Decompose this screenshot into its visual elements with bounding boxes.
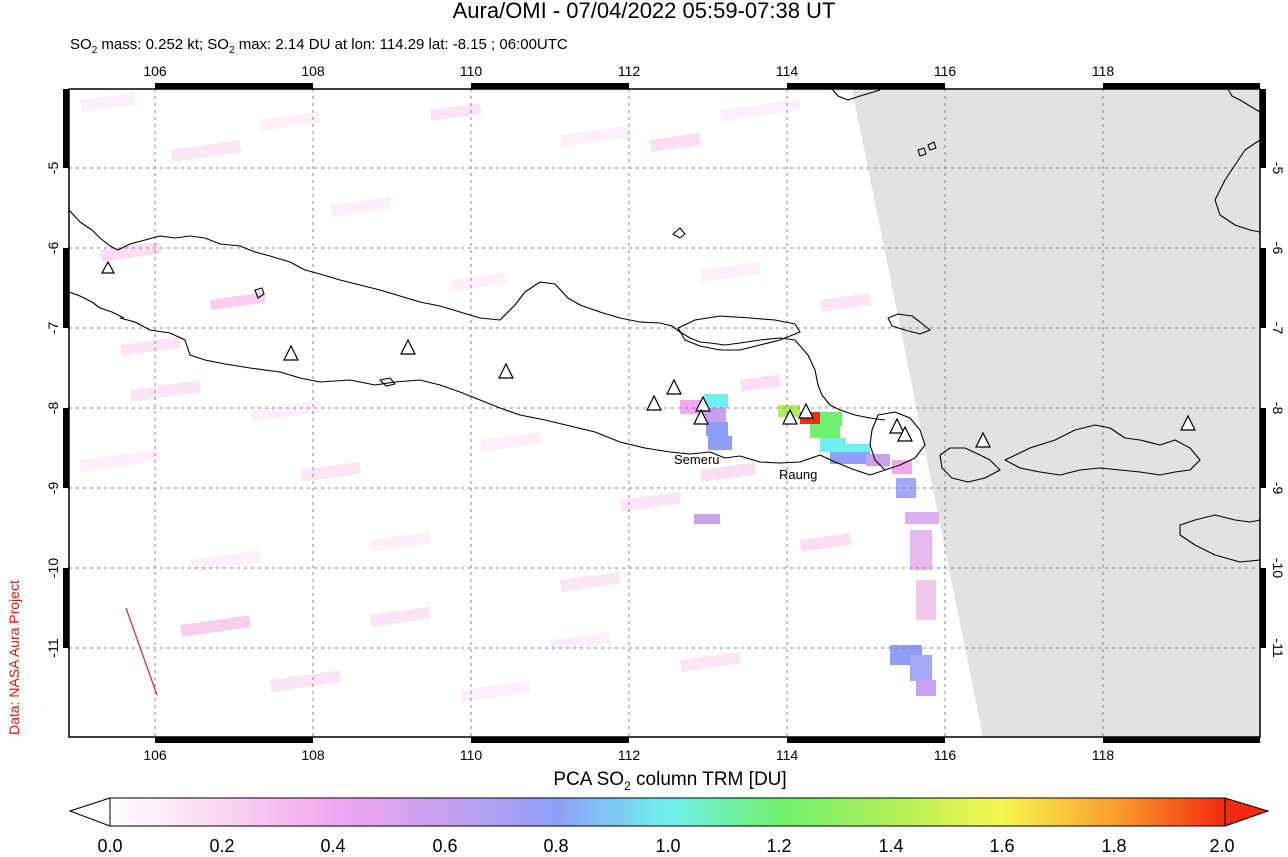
volcano-marker bbox=[897, 425, 913, 442]
colorbar-tick-label: 0.2 bbox=[209, 836, 235, 856]
volcano-marker bbox=[498, 362, 514, 379]
volcano-marker bbox=[782, 408, 798, 425]
colorbar-tick-label: 0.6 bbox=[432, 836, 458, 856]
graticule bbox=[69, 89, 1260, 737]
colorbar-tick-label: 2.0 bbox=[1209, 836, 1235, 856]
volcano-marker bbox=[400, 338, 416, 355]
lat-tick-label: -8 bbox=[45, 402, 61, 415]
lat-tick-label: -11 bbox=[45, 638, 61, 657]
coastlines bbox=[69, 89, 1260, 563]
lat-tick-label: -6 bbox=[1270, 242, 1286, 255]
data-credit: Data: NASA Aura Project bbox=[6, 580, 22, 735]
subtitle-sub-2: 2 bbox=[228, 45, 235, 56]
lat-tick-label: -5 bbox=[45, 162, 61, 175]
lon-ticks-bottom: 106 108 110 112 114 116 118 bbox=[143, 747, 1114, 763]
colorbar-tick-label: 0.8 bbox=[543, 836, 569, 856]
volcano-marker bbox=[889, 417, 905, 434]
subtitle-sub-1: 2 bbox=[91, 45, 98, 56]
volcano-label-semeru: Semeru bbox=[674, 452, 720, 467]
volcano-marker bbox=[693, 408, 709, 425]
lon-tick-label: 112 bbox=[618, 747, 641, 763]
subtitle-so-1: SO bbox=[70, 36, 92, 53]
volcano-marker bbox=[975, 431, 991, 448]
lat-tick-label: -10 bbox=[1270, 558, 1286, 578]
colorbar-tick-label: 1.2 bbox=[766, 836, 792, 856]
lat-ticks-right: -5 -6 -7 -8 -9 -10 -11 bbox=[1270, 162, 1286, 658]
so2-background-pixels bbox=[80, 92, 872, 702]
subtitle-mass-text: mass: 0.252 kt; SO bbox=[97, 36, 229, 53]
lon-tick-label: 118 bbox=[1092, 63, 1115, 79]
volcano-marker bbox=[695, 395, 711, 412]
lat-tick-label: -9 bbox=[45, 482, 61, 495]
lat-tick-label: -9 bbox=[1270, 482, 1286, 495]
colorbar bbox=[68, 797, 1270, 827]
volcano-marker bbox=[798, 402, 814, 419]
colorbar-tick-label: 1.6 bbox=[989, 836, 1015, 856]
volcano-marker bbox=[1180, 414, 1196, 431]
so2-plume-pixels bbox=[680, 394, 939, 696]
lon-tick-label: 118 bbox=[1092, 747, 1115, 763]
map-border-scale bbox=[63, 83, 1266, 743]
colorbar-gradient bbox=[109, 797, 1226, 827]
colorbar-label-pre: PCA SO bbox=[553, 769, 625, 790]
volcano-marker bbox=[100, 260, 116, 274]
map-title: Aura/OMI - 07/04/2022 05:59-07:38 UT bbox=[452, 0, 836, 23]
volcano-marker bbox=[283, 344, 299, 361]
lon-tick-label: 116 bbox=[934, 747, 957, 763]
colorbar-label-sub: 2 bbox=[624, 778, 631, 793]
lat-ticks-left: -5 -6 -7 -8 -9 -10 -11 bbox=[45, 162, 61, 658]
map-subtitle: SO2 mass: 0.252 kt; SO2 max: 2.14 DU at … bbox=[70, 36, 568, 56]
lat-tick-label: -6 bbox=[45, 242, 61, 255]
colorbar-tick-label: 1.0 bbox=[655, 836, 681, 856]
lon-ticks-top: 106 108 110 112 114 116 118 bbox=[143, 63, 1114, 79]
lat-tick-label: -7 bbox=[45, 322, 61, 335]
map-panel: Semeru Raung 106 108 110 112 114 116 118… bbox=[45, 63, 1286, 763]
lon-tick-label: 114 bbox=[776, 63, 799, 79]
colorbar-tick-label: 0.0 bbox=[97, 836, 123, 856]
volcano-label-raung: Raung bbox=[779, 467, 817, 482]
lat-tick-label: -10 bbox=[45, 558, 61, 578]
subtitle-max-text: max: 2.14 DU at lon: 114.29 lat: -8.15 ;… bbox=[234, 36, 568, 53]
lat-tick-label: -11 bbox=[1270, 638, 1286, 657]
colorbar-tick-label: 1.8 bbox=[1101, 836, 1127, 856]
volcano-marker bbox=[646, 394, 662, 411]
lon-tick-label: 114 bbox=[776, 747, 799, 763]
colorbar-tick-label: 0.4 bbox=[320, 836, 346, 856]
no-data-region bbox=[852, 89, 1260, 737]
lat-tick-label: -5 bbox=[1270, 162, 1286, 175]
colorbar-under-arrow bbox=[68, 797, 111, 827]
colorbar-label: PCA SO2 column TRM [DU] bbox=[0, 769, 1288, 793]
volcano-markers bbox=[100, 260, 1196, 448]
lon-tick-label: 110 bbox=[460, 747, 483, 763]
colorbar-over-arrow bbox=[1224, 797, 1270, 827]
volcano-marker bbox=[666, 378, 682, 395]
lon-tick-label: 106 bbox=[143, 747, 167, 763]
lat-tick-label: -8 bbox=[1270, 402, 1286, 415]
lon-tick-label: 110 bbox=[460, 63, 483, 79]
lat-tick-label: -7 bbox=[1270, 322, 1286, 335]
lon-tick-label: 108 bbox=[301, 747, 325, 763]
colorbar-tick-label: 1.4 bbox=[878, 836, 904, 856]
lon-tick-label: 108 bbox=[301, 63, 325, 79]
lon-tick-label: 112 bbox=[618, 63, 641, 79]
lon-tick-label: 116 bbox=[934, 63, 957, 79]
lon-tick-label: 106 bbox=[143, 63, 167, 79]
swath-edge-line bbox=[125, 607, 158, 696]
colorbar-label-post: column TRM [DU] bbox=[630, 769, 787, 790]
